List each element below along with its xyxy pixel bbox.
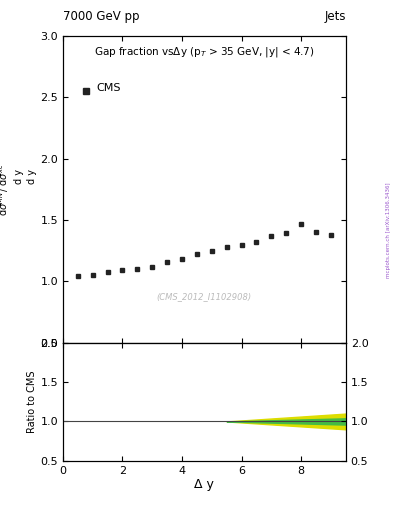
Text: mcplots.cern.ch [arXiv:1306.3436]: mcplots.cern.ch [arXiv:1306.3436] [386,183,391,278]
Text: CMS: CMS [97,83,121,93]
Text: (CMS_2012_I1102908): (CMS_2012_I1102908) [157,292,252,301]
Y-axis label: Ratio to CMS: Ratio to CMS [28,371,37,433]
X-axis label: Δ y: Δ y [195,478,214,492]
Text: 7000 GeV pp: 7000 GeV pp [63,10,140,23]
Y-axis label: d$\sigma^{MN}$/ d$\sigma^{xc}$
        d y
        d y: d$\sigma^{MN}$/ d$\sigma^{xc}$ d y d y [0,163,37,216]
Text: Jets: Jets [324,10,346,23]
Text: Gap fraction vsΔy (p$_T$ > 35 GeV, |y| < 4.7): Gap fraction vsΔy (p$_T$ > 35 GeV, |y| <… [94,45,314,59]
